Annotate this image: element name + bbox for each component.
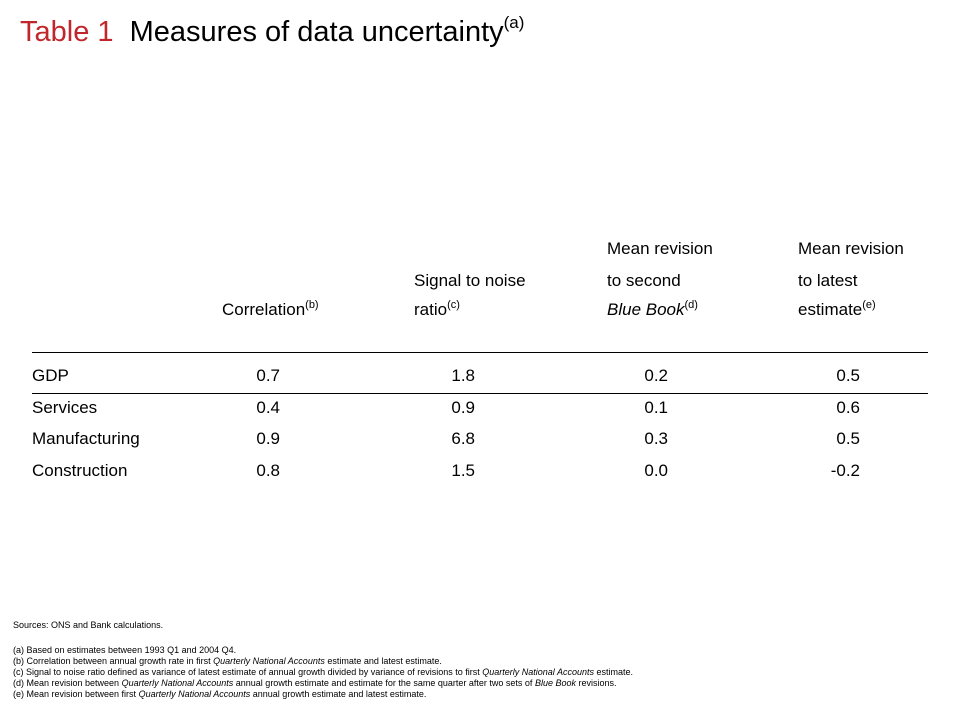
header-signal-noise-line2: ratio(c)	[414, 299, 460, 319]
header-note: (e)	[862, 299, 876, 311]
row-label: GDP	[32, 366, 69, 385]
header-line: estimate	[798, 300, 863, 319]
header-signal-noise-line1: Signal to noise	[414, 272, 526, 289]
header-mean-second-line2: to second	[607, 272, 681, 289]
header-line: to second	[607, 271, 681, 290]
footnote-text: Based on estimates between 1993 Q1 and 2…	[26, 645, 237, 655]
footnote-mark: (b)	[13, 656, 27, 666]
header-mean-latest-line2: to latest	[798, 272, 858, 289]
footnote-line: (b) Correlation between annual growth ra…	[13, 656, 953, 667]
header-mean-latest-line1: Mean revision	[798, 240, 904, 257]
title-footnote-mark: (a)	[503, 13, 525, 32]
cell-mean-latest: 0.5	[836, 429, 860, 448]
header-line: to latest	[798, 271, 858, 290]
cell-mean-second: 0.0	[644, 461, 668, 480]
footnote-text: Signal to noise ratio defined as varianc…	[26, 667, 483, 677]
footnote-text: Quarterly National Accounts	[482, 667, 594, 677]
cell-mean-second: 0.3	[644, 429, 668, 448]
footnote-line: (a) Based on estimates between 1993 Q1 a…	[13, 645, 953, 656]
title-text: Measures of data uncertainty	[129, 16, 504, 48]
cell-correlation: 0.8	[256, 461, 280, 480]
header-line: ratio	[414, 300, 448, 319]
footnote-text: Correlation between annual growth rate i…	[26, 656, 214, 666]
header-line: Mean revision	[607, 239, 713, 258]
footnote-text: Mean revision between first	[26, 689, 139, 699]
cell-correlation: 0.4	[256, 398, 280, 417]
footnotes: (a) Based on estimates between 1993 Q1 a…	[13, 645, 953, 700]
page-title: Table 1 Measures of data uncertainty(a)	[20, 14, 524, 47]
header-line: Mean revision	[798, 239, 904, 258]
table-row-construction: Construction 0.8 1.5 0.0 -0.2	[0, 461, 960, 481]
row-label: Services	[32, 398, 98, 417]
cell-correlation: 0.7	[256, 366, 280, 385]
cell-mean-latest: -0.2	[830, 461, 860, 480]
notes: Sources: ONS and Bank calculations. (a) …	[13, 620, 953, 700]
footnote-text: Mean revision between	[26, 678, 122, 688]
cell-mean-latest: 0.6	[836, 398, 860, 417]
footnote-text: estimate and latest estimate.	[324, 656, 442, 666]
footnote-text: Quarterly National Accounts	[138, 689, 251, 699]
sources-note: Sources: ONS and Bank calculations.	[13, 620, 164, 630]
footnote-line: (d) Mean revision between Quarterly Nati…	[13, 678, 953, 689]
header-mean-second-line1: Mean revision	[607, 240, 713, 257]
cell-signal-noise: 1.5	[451, 461, 475, 480]
header-line: Signal to noise	[414, 271, 526, 290]
header-rule	[32, 352, 928, 353]
footnote-mark: (c)	[13, 667, 26, 677]
row-label: Construction	[32, 461, 128, 480]
cell-mean-second: 0.1	[644, 398, 668, 417]
table-row-manufacturing: Manufacturing 0.9 6.8 0.3 0.5	[0, 429, 960, 449]
footnote-text: revisions.	[575, 678, 617, 688]
footnote-text: Quarterly National Accounts	[121, 678, 234, 688]
header-note: (b)	[305, 299, 319, 311]
footnote-mark: (d)	[13, 678, 27, 688]
cell-correlation: 0.9	[256, 429, 280, 448]
cell-signal-noise: 6.8	[451, 429, 475, 448]
cell-signal-noise: 0.9	[451, 398, 475, 417]
header-mean-latest-line3: estimate(e)	[798, 299, 876, 319]
table-row-gdp: GDP 0.7 1.8 0.2 0.5	[0, 366, 960, 386]
cell-signal-noise: 1.8	[451, 366, 475, 385]
header-line: Correlation	[222, 300, 306, 319]
header-note: (d)	[684, 299, 698, 311]
cell-mean-latest: 0.5	[836, 366, 860, 385]
header-correlation: Correlation(b)	[222, 299, 319, 319]
footnote-line: (c) Signal to noise ratio defined as var…	[13, 667, 953, 678]
footnote-mark: (e)	[13, 689, 27, 699]
footnote-text: estimate.	[593, 667, 633, 677]
footnote-text: annual growth estimate and latest estima…	[250, 689, 427, 699]
footnote-text: Quarterly National Accounts	[213, 656, 325, 666]
footnote-mark: (a)	[13, 645, 27, 655]
row-label: Manufacturing	[32, 429, 140, 448]
header-note: (c)	[447, 299, 460, 311]
cell-mean-second: 0.2	[644, 366, 668, 385]
header-line: Blue Book	[607, 300, 685, 319]
footnote-text: annual growth estimate and estimate for …	[233, 678, 535, 688]
gdp-rule	[32, 393, 928, 394]
table-number: Table 1	[20, 16, 114, 48]
table-row-services: Services 0.4 0.9 0.1 0.6	[0, 398, 960, 418]
footnote-line: (e) Mean revision between first Quarterl…	[13, 689, 953, 700]
header-mean-second-line3: Blue Book(d)	[607, 299, 698, 319]
footnote-text: Blue Book	[534, 678, 576, 688]
